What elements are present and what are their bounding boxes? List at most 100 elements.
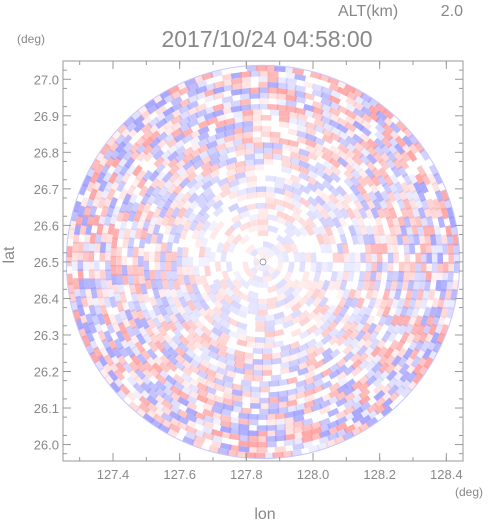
heatmap-cell xyxy=(109,381,121,394)
heatmap-cell xyxy=(176,421,189,431)
heatmap-cell xyxy=(192,333,205,345)
heatmap-cell xyxy=(187,265,195,277)
x-axis-label: lon xyxy=(254,506,275,521)
heatmap-cell xyxy=(173,232,182,244)
heatmap-cell xyxy=(399,370,411,383)
heatmap-cell xyxy=(246,175,258,183)
heatmap-cell xyxy=(200,274,209,287)
heatmap-cell xyxy=(307,196,319,207)
heatmap-cell xyxy=(453,243,460,255)
heatmap-cell xyxy=(431,297,440,310)
y-unit-label: (deg) xyxy=(17,32,45,46)
heatmap-cell xyxy=(211,192,224,204)
heatmap-cell xyxy=(318,405,331,415)
heatmap-cell xyxy=(212,80,225,89)
heatmap-cell xyxy=(319,242,327,254)
heatmap-cell xyxy=(322,166,334,177)
heatmap-cell xyxy=(116,148,128,161)
heatmap-cell xyxy=(127,246,134,258)
heatmap-cell xyxy=(219,188,232,199)
heatmap-cell xyxy=(221,78,234,87)
heatmap-cell xyxy=(306,182,318,193)
heatmap-cell xyxy=(79,313,89,326)
heatmap-cell xyxy=(186,118,199,129)
heatmap-cell xyxy=(257,309,268,316)
heatmap-cell xyxy=(238,434,250,442)
heatmap-cell xyxy=(258,103,270,110)
heatmap-cell xyxy=(175,199,186,211)
x-unit-label: (deg) xyxy=(455,485,483,499)
heatmap-cell xyxy=(171,251,178,262)
heatmap-cell xyxy=(398,157,410,170)
heatmap-cell xyxy=(351,365,363,377)
heatmap-cell xyxy=(325,438,338,448)
heatmap-cell xyxy=(146,223,155,236)
heatmap-cell xyxy=(110,264,117,276)
heatmap-cell xyxy=(224,369,237,379)
heatmap-cell xyxy=(105,260,111,272)
heatmap-cell xyxy=(343,405,356,416)
heatmap-cell xyxy=(221,73,234,81)
heatmap-cell xyxy=(362,279,370,292)
heatmap-cell xyxy=(337,137,350,148)
heatmap-cell xyxy=(243,164,255,172)
heatmap-cell xyxy=(212,206,224,218)
heatmap-cell xyxy=(258,70,270,77)
heatmap-cell xyxy=(337,252,344,263)
heatmap-cell xyxy=(336,363,348,375)
heatmap-cell xyxy=(284,226,296,238)
heatmap-cell xyxy=(267,225,279,234)
heatmap-cell xyxy=(335,335,347,347)
heatmap-cell xyxy=(329,151,342,162)
heatmap-cell xyxy=(271,142,283,150)
heatmap-cell xyxy=(254,452,266,459)
heatmap-cell xyxy=(453,261,460,274)
heatmap-cell xyxy=(222,397,235,406)
heatmap-cell xyxy=(358,388,371,400)
heatmap-cell xyxy=(290,449,303,457)
heatmap-cell xyxy=(246,186,257,194)
heatmap-cell xyxy=(329,132,342,143)
heatmap-cell xyxy=(424,234,432,246)
heatmap-cell xyxy=(283,433,296,441)
heatmap-cell xyxy=(154,260,161,272)
heatmap-cell xyxy=(136,333,147,346)
heatmap-cell xyxy=(297,361,309,371)
heatmap-cell xyxy=(174,346,186,358)
heatmap-cell xyxy=(387,252,394,264)
heatmap-cell xyxy=(249,386,261,393)
heatmap-cell xyxy=(181,256,188,267)
heatmap-cell xyxy=(428,306,438,319)
heatmap-cell xyxy=(221,101,234,110)
heatmap-cell xyxy=(155,332,167,345)
heatmap-cell xyxy=(247,441,259,448)
heatmap-cell xyxy=(239,98,252,106)
heatmap-cell xyxy=(189,148,202,159)
heatmap-cell xyxy=(283,66,295,74)
heatmap-cell xyxy=(260,114,272,121)
heatmap-cell xyxy=(196,381,209,392)
heatmap-cell xyxy=(138,274,146,286)
heatmap-cell xyxy=(230,83,243,91)
heatmap-cell xyxy=(128,283,137,295)
heatmap-cell xyxy=(341,270,349,282)
heatmap-cell xyxy=(133,121,146,134)
heatmap-cell xyxy=(247,219,259,228)
heatmap-cell xyxy=(143,269,151,281)
heatmap-cell xyxy=(69,218,77,231)
heatmap-cell xyxy=(203,105,216,115)
heatmap-cell xyxy=(219,408,232,417)
heatmap-cell xyxy=(426,216,434,228)
heatmap-cell xyxy=(263,252,268,259)
heatmap-cell xyxy=(181,359,193,370)
heatmap-cell xyxy=(236,321,248,330)
heatmap-cell xyxy=(301,417,314,427)
heatmap-cell xyxy=(409,347,420,361)
heatmap-cell xyxy=(399,306,409,318)
heatmap-cell xyxy=(99,143,111,156)
heatmap-cell xyxy=(289,151,302,160)
heatmap-cell xyxy=(318,296,329,308)
heatmap-cell xyxy=(100,188,110,201)
heatmap-cell xyxy=(170,114,183,126)
heatmap-cell xyxy=(442,297,451,310)
